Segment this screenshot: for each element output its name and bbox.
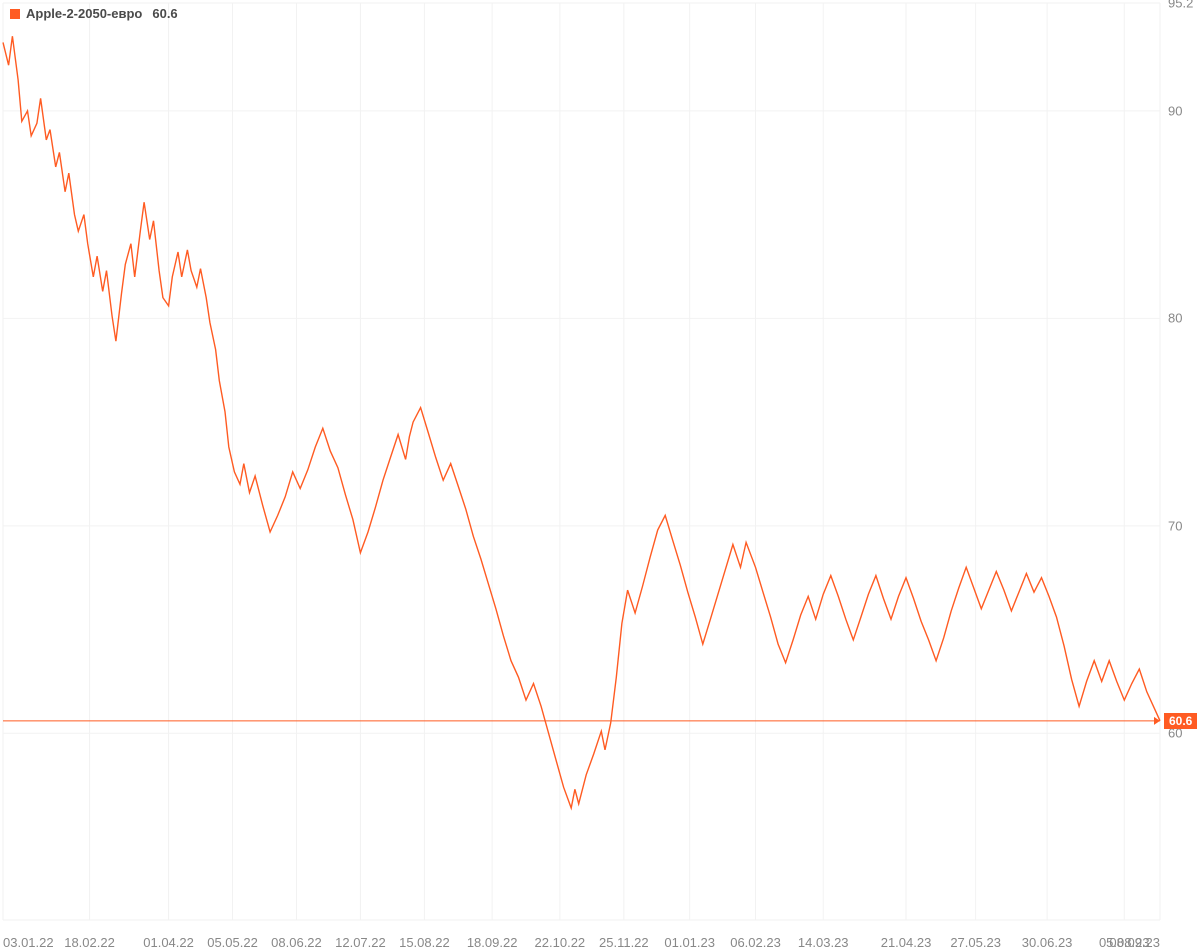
x-axis-tick-label: 18.02.22 (64, 935, 115, 949)
y-axis-tick-label: 80 (1168, 311, 1182, 326)
x-axis-tick-label: 22.10.22 (535, 935, 586, 949)
x-axis-tick-label: 01.01.23 (664, 935, 715, 949)
y-axis-tick-label: 95.2 (1168, 0, 1193, 11)
x-axis-tick-label: 21.04.23 (881, 935, 932, 949)
x-axis-tick-label: 06.02.23 (730, 935, 781, 949)
x-axis-tick-label: 15.08.22 (399, 935, 450, 949)
x-axis-tick-label: 08.06.22 (271, 935, 322, 949)
x-axis-tick-label: 05.05.22 (207, 935, 258, 949)
x-axis-tick-label: 03.01.22 (3, 935, 54, 949)
legend-swatch (10, 9, 20, 19)
x-axis-tick-label: 25.11.22 (599, 935, 649, 949)
price-chart: Apple-2-2050-евро 60.6 95.29080706003.01… (0, 0, 1200, 949)
x-axis-tick-label: 14.03.23 (798, 935, 849, 949)
chart-svg (0, 0, 1200, 949)
y-axis-tick-label: 70 (1168, 518, 1182, 533)
x-axis-tick-label: 18.09.22 (467, 935, 518, 949)
y-axis-tick-label: 90 (1168, 103, 1182, 118)
legend-series-name: Apple-2-2050-евро (26, 6, 142, 21)
legend-series-value: 60.6 (152, 6, 177, 21)
last-price-badge: 60.6 (1164, 713, 1197, 729)
x-axis-tick-label: 27.05.23 (950, 935, 1001, 949)
x-axis-tick-label: 30.06.23 (1022, 935, 1073, 949)
chart-legend: Apple-2-2050-евро 60.6 (10, 6, 178, 21)
x-axis-tick-label: 08.09.23 (1109, 935, 1160, 949)
x-axis-tick-label: 01.04.22 (143, 935, 194, 949)
x-axis-tick-label: 12.07.22 (335, 935, 386, 949)
